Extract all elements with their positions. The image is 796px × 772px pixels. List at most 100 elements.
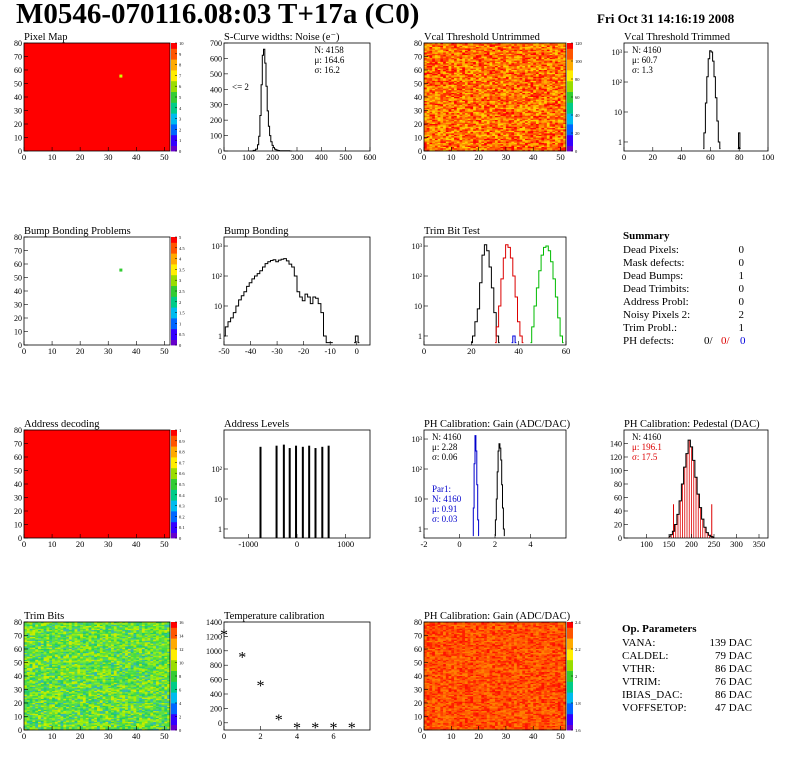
histogram-line (250, 49, 293, 151)
histogram-series-3 (512, 336, 517, 343)
y-tick-label: 10 (414, 495, 422, 504)
colorbar-segment (171, 654, 177, 657)
colorbar-segment (567, 654, 573, 657)
x-tick-label: 150 (663, 539, 676, 549)
colorbar-segment (171, 272, 177, 275)
x-tick-label: 30 (104, 539, 113, 549)
y-tick-label: 30 (414, 107, 422, 116)
colorbar-tick-label: 9 (179, 52, 182, 57)
colorbar-segment (567, 644, 573, 647)
y-tick-label: 30 (14, 494, 22, 503)
x-tick-label: 4 (528, 539, 533, 549)
colorbar-segment (171, 124, 177, 127)
y-tick-label: 400 (210, 690, 222, 699)
chart-ph-pedestal: PH Calibration: Pedestal (DAC)100 150 200 2… (610, 419, 768, 549)
stats-line-red: σ: 17.5 (632, 452, 658, 462)
scatter-point: * (257, 678, 265, 695)
colorbar-segment (171, 259, 177, 262)
heatmap-cells (424, 622, 566, 730)
x-tick-label: 60 (562, 346, 571, 356)
colorbar-segment (171, 452, 177, 455)
colorbar-tick-label: 2 (179, 300, 181, 305)
chart-title: Trim Bits (24, 611, 64, 622)
colorbar-segment (567, 717, 573, 720)
y-tick-label: 20 (614, 521, 622, 530)
y-tick-label: 10 (214, 495, 222, 504)
colorbar-segment (567, 690, 573, 693)
x-tick-label: 350 (753, 539, 766, 549)
x-tick-label: 50 (160, 539, 169, 549)
y-tick-label: 10² (412, 465, 423, 474)
colorbar-segment (171, 719, 177, 722)
y-tick-label: 80 (14, 233, 22, 242)
ph-defects-blue: 0 (740, 335, 746, 347)
histogram-spike (295, 446, 297, 538)
colorbar-segment (567, 687, 573, 690)
histogram-line-2 (738, 133, 741, 149)
y-tick-label: 70 (14, 440, 22, 449)
colorbar-segment (567, 676, 573, 679)
y-tick-label: 0 (218, 719, 222, 728)
colorbar-tick-label: 120 (575, 41, 583, 46)
colorbar-segment (171, 533, 177, 536)
colorbar-tick-label: 0 (179, 728, 182, 733)
colorbar-segment (567, 625, 573, 628)
colorbar-segment (171, 291, 177, 294)
colorbar-segment (171, 454, 177, 457)
colorbar-segment (567, 722, 573, 725)
x-tick-label: 60 (706, 152, 715, 162)
x-tick-label: -20 (298, 346, 309, 356)
colorbar-segment (171, 57, 177, 60)
colorbar-segment (567, 78, 573, 81)
x-tick-label: 1000 (337, 539, 354, 549)
colorbar-segment (567, 143, 573, 146)
colorbar-segment (567, 633, 573, 636)
colorbar-segment (171, 43, 177, 46)
y-tick-label: 50 (414, 80, 422, 89)
summary-row-label: Address Probl: (623, 296, 689, 308)
colorbar-segment (171, 248, 177, 251)
y-tick-label: 10² (612, 78, 623, 87)
y-tick-label: 20 (14, 507, 22, 516)
chart-vcal-untrimmed: Vcal Threshold Untrimmed0204060801001200… (414, 32, 583, 162)
x-tick-label: 0 (22, 346, 26, 356)
colorbar-segment (171, 280, 177, 283)
summary-panel: Summary Dead Pixels: 0 Mask defects: 0 Dead … (623, 230, 748, 348)
colorbar-segment (567, 121, 573, 124)
colorbar-tick-label: 16 (179, 620, 184, 625)
colorbar-segment (171, 695, 177, 698)
x-tick-label: 10 (447, 731, 456, 741)
y-tick-label: 0 (18, 726, 22, 735)
y-tick-label: 200 (210, 116, 222, 125)
colorbar-segment (171, 129, 177, 132)
summary-row-label: Mask defects: (623, 257, 684, 269)
colorbar-segment (567, 714, 573, 717)
colorbar-segment (171, 671, 177, 674)
x-tick-label: 0 (422, 346, 426, 356)
stats-line-red: μ: 196.1 (632, 442, 662, 452)
scatter-point: * (348, 720, 356, 737)
x-tick-label: 200 (685, 539, 698, 549)
colorbar-segment (567, 129, 573, 132)
colorbar-segment (171, 446, 177, 449)
histogram-spike (283, 445, 285, 538)
colorbar-tick-label: 2.5 (179, 289, 185, 294)
summary-row: IBIAS_DAC: 86 DAC (622, 689, 752, 702)
x-tick-label: -30 (271, 346, 282, 356)
x-tick-label: 2 (493, 539, 497, 549)
colorbar-tick-label: 5 (179, 235, 182, 240)
colorbar-segment (171, 242, 177, 245)
chart-title: PH Calibration: Pedestal (DAC) (624, 419, 760, 430)
colorbar-tick-label: 1 (179, 428, 181, 433)
x-tick-label: 10 (48, 731, 57, 741)
colorbar-segment (171, 70, 177, 73)
summary-row-value: 1 (739, 322, 745, 334)
x-tick-label: 50 (160, 346, 169, 356)
x-tick-label: -50 (218, 346, 229, 356)
x-tick-label: 10 (48, 539, 57, 549)
colorbar-segment (567, 132, 573, 135)
plot-frame (424, 237, 566, 345)
colorbar-tick-label: 7 (179, 73, 182, 78)
